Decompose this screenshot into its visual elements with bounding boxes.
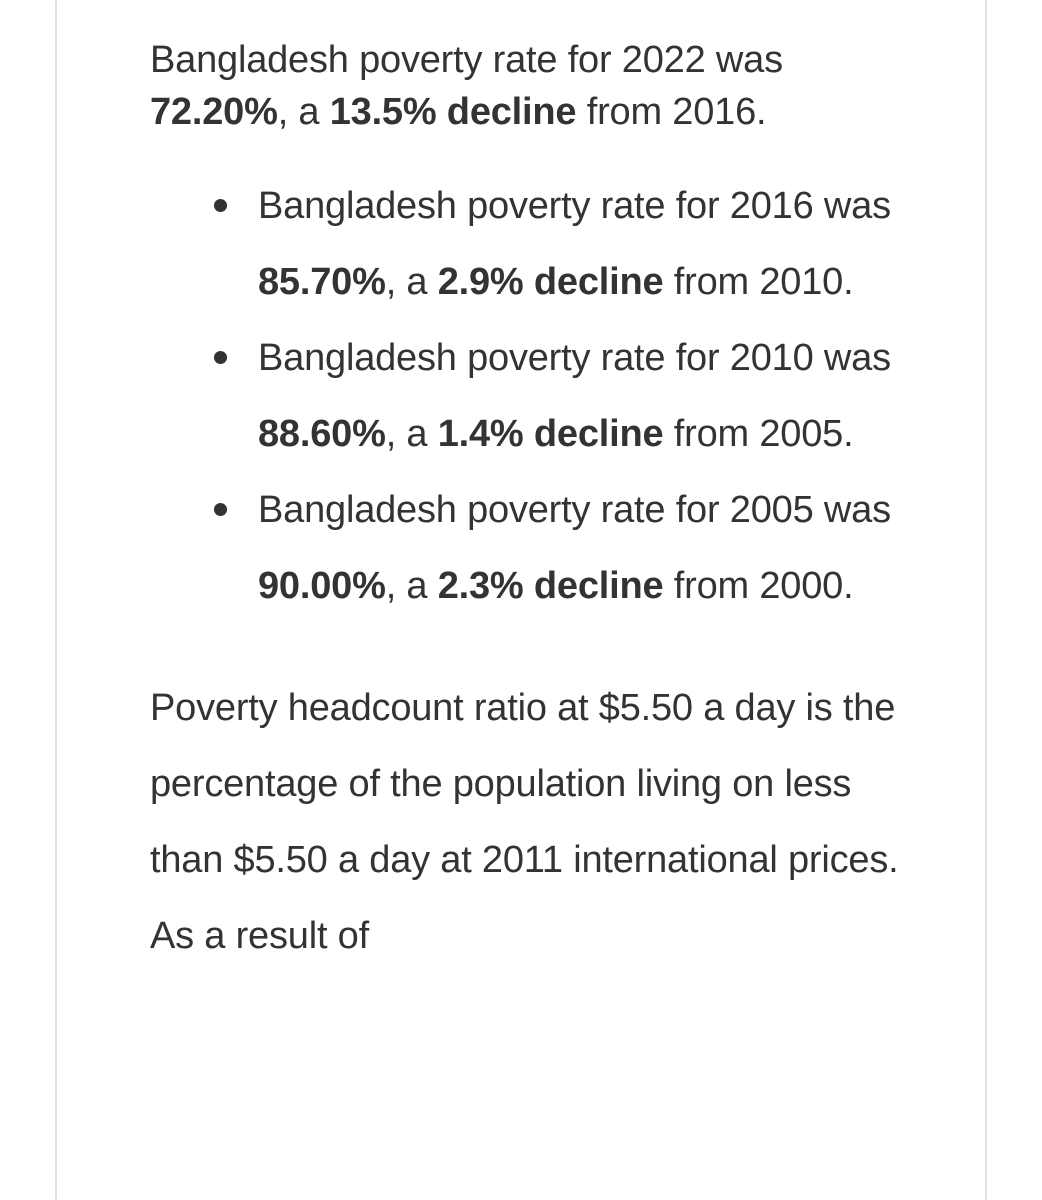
content-card	[55, 0, 987, 1200]
decline-value: 2.3% decline	[437, 565, 664, 607]
rate-value: 88.60%	[258, 413, 386, 455]
intro-statement: Bangladesh poverty rate for 2022 was 72.…	[150, 0, 910, 138]
definition-paragraph: Poverty headcount ratio at $5.50 a day i…	[150, 687, 899, 957]
intro-text: from 2016.	[576, 91, 767, 133]
rate-value: 85.70%	[258, 261, 386, 303]
list-item: Bangladesh poverty rate for 2010 was 88.…	[150, 320, 910, 472]
bullet-icon	[214, 351, 227, 364]
intro-decline: 13.5% decline	[329, 91, 577, 133]
poverty-rate-list: Bangladesh poverty rate for 2016 was 85.…	[150, 168, 910, 624]
list-item: Bangladesh poverty rate for 2005 was 90.…	[150, 472, 910, 624]
rate-value: 90.00%	[258, 565, 386, 607]
bullet-icon	[214, 503, 227, 516]
decline-value: 2.9% decline	[437, 261, 664, 303]
intro-text: , a	[277, 91, 330, 133]
intro-text: Bangladesh poverty rate for 2022 was	[150, 39, 783, 81]
article-content: Bangladesh poverty rate for 2022 was 72.…	[150, 0, 910, 974]
intro-rate: 72.20%	[150, 91, 278, 133]
list-item: Bangladesh poverty rate for 2016 was 85.…	[150, 168, 910, 320]
decline-value: 1.4% decline	[437, 413, 664, 455]
bullet-icon	[214, 199, 227, 212]
